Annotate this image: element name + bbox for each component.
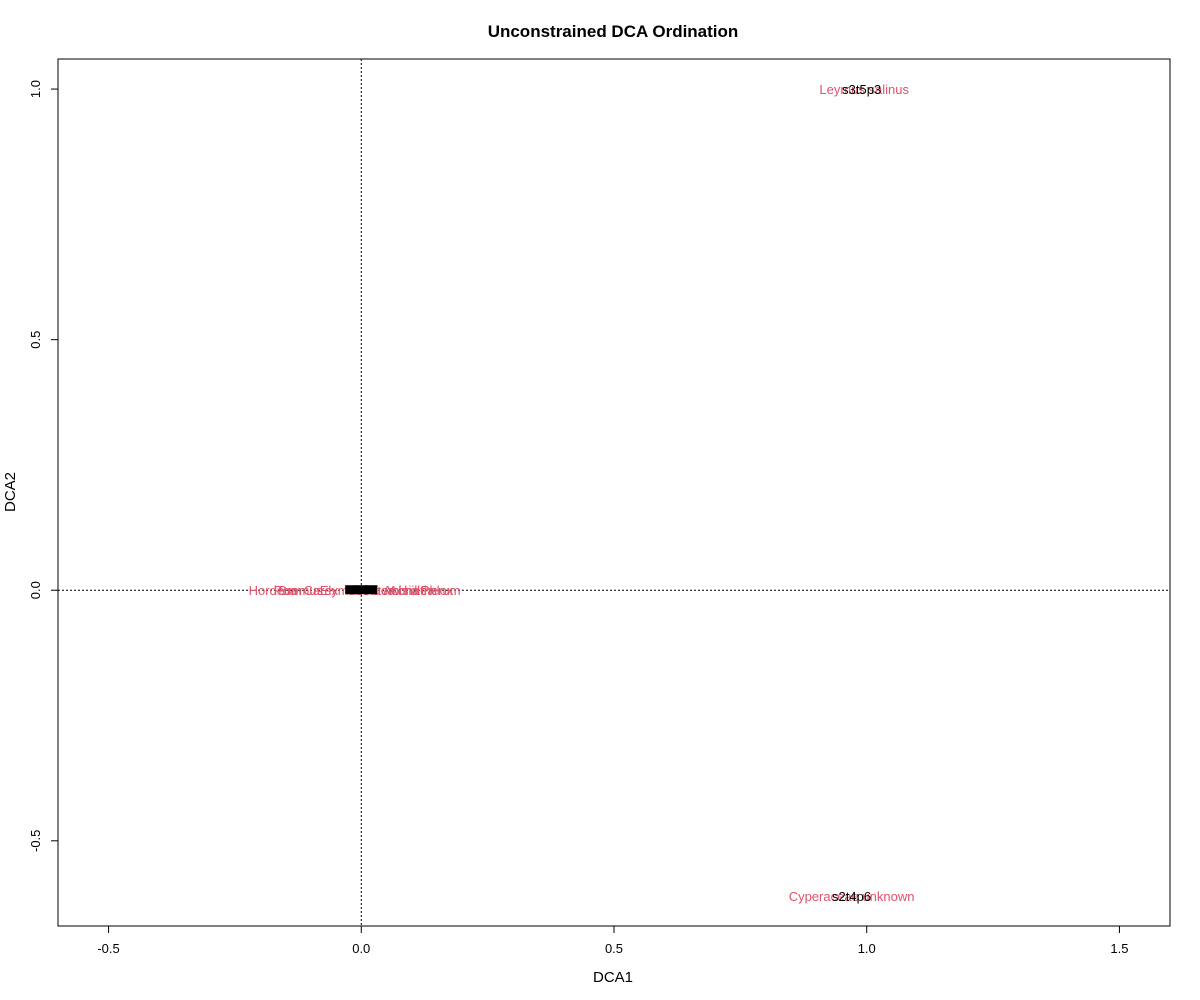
x-tick-label: -0.5: [97, 941, 119, 956]
x-tick-label: 1.0: [858, 941, 876, 956]
site-marker: [355, 585, 368, 595]
x-axis: -0.5 0.0 0.5 1.0 1.5: [97, 925, 1128, 956]
y-tick-label: 0.5: [28, 331, 43, 349]
y-axis: -0.5 0.0 0.5 1.0: [28, 80, 59, 852]
x-tick-label: 1.5: [1110, 941, 1128, 956]
y-tick-label: 1.0: [28, 80, 43, 98]
y-axis-label: DCA2: [2, 472, 19, 512]
species-label: Achillea: [389, 583, 435, 598]
y-tick-label: 0.0: [28, 581, 43, 599]
species-label: Carex: [303, 583, 338, 598]
x-tick-label: 0.0: [352, 941, 370, 956]
x-tick-label: 0.5: [605, 941, 623, 956]
site-label: s2t4p6: [832, 889, 871, 904]
y-tick-label: -0.5: [28, 830, 43, 852]
species-label: Cyperaceae unknown: [789, 889, 915, 904]
species-label: Bromus: [278, 583, 323, 598]
species-label: Leymus salinus: [819, 82, 909, 97]
site-label: s3t5p3: [842, 82, 881, 97]
species-label: Artemisia: [365, 583, 420, 598]
site-marker: [365, 585, 378, 595]
site-marker: [345, 585, 358, 595]
plot-frame: [57, 58, 1171, 927]
reference-lines: [58, 59, 1170, 926]
species-label: Poa: [274, 583, 298, 598]
species-label: Phlox: [421, 583, 454, 598]
x-axis-label: DCA1: [593, 969, 633, 986]
chart-title: Unconstrained DCA Ordination: [488, 22, 739, 41]
species-label: Achnatherum: [383, 583, 460, 598]
species-label: Hordeum: [249, 583, 302, 598]
